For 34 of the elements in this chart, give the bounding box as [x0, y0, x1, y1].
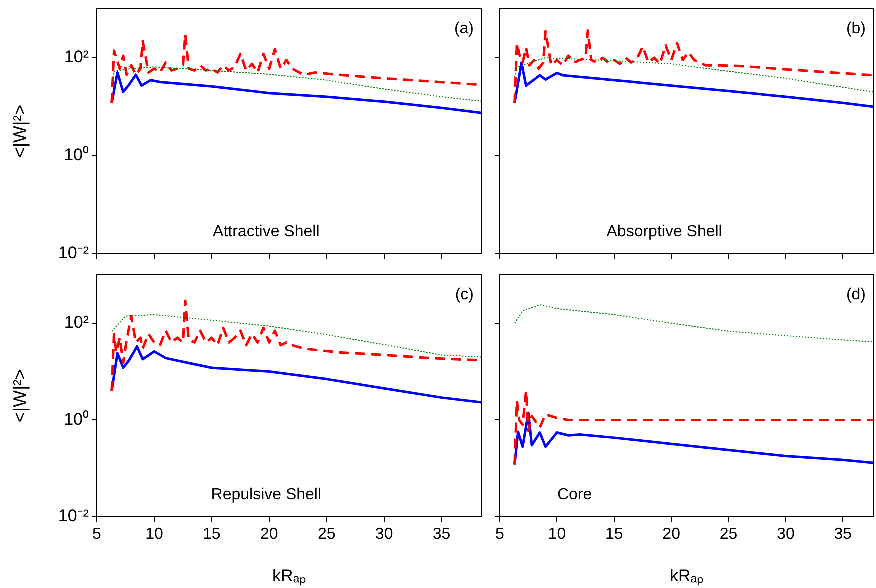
x-axis-title: kRₐₚ	[670, 566, 704, 586]
x-tick-label: 35	[834, 526, 852, 544]
x-tick-label: 25	[318, 526, 336, 544]
x-axis-title: kRₐₚ	[272, 566, 307, 586]
y-tick-label: 10⁻²	[58, 506, 90, 526]
y-tick-label: 10²	[64, 313, 90, 332]
line-series	[111, 314, 482, 358]
x-tick-label: 5	[92, 526, 102, 544]
annotation: Attractive Shell	[213, 223, 320, 240]
x-tick-label: 5	[496, 526, 505, 544]
line-series	[111, 66, 482, 102]
x-tick-label: 30	[777, 526, 795, 544]
y-tick-label: 10⁻²	[58, 244, 90, 263]
x-tick-label: 25	[720, 526, 738, 544]
y-axis-title: <|W|²>	[10, 104, 30, 158]
x-tick-label: 10	[146, 526, 164, 544]
y-tick-label: 10²	[64, 48, 90, 67]
annotation: (a)	[454, 20, 474, 38]
x-tick-label: 15	[203, 526, 221, 544]
annotation: (b)	[846, 20, 866, 38]
annotation: Absorptive Shell	[606, 223, 722, 240]
x-tick-label: 10	[548, 526, 566, 544]
annotation: (c)	[455, 286, 474, 304]
annotation: Repulsive Shell	[211, 486, 322, 504]
x-tick-label: 20	[260, 526, 278, 544]
x-tick-label: 20	[662, 526, 681, 544]
x-tick-label: 15	[605, 526, 624, 544]
x-tick-label: 35	[432, 526, 451, 544]
annotation: (d)	[846, 286, 866, 304]
y-tick-label: 10⁰	[64, 410, 89, 429]
y-axis-title: <|W|²>	[10, 369, 30, 423]
annotation: Core	[557, 486, 592, 504]
y-tick-label: 10⁰	[64, 146, 89, 165]
x-tick-label: 30	[375, 526, 394, 544]
